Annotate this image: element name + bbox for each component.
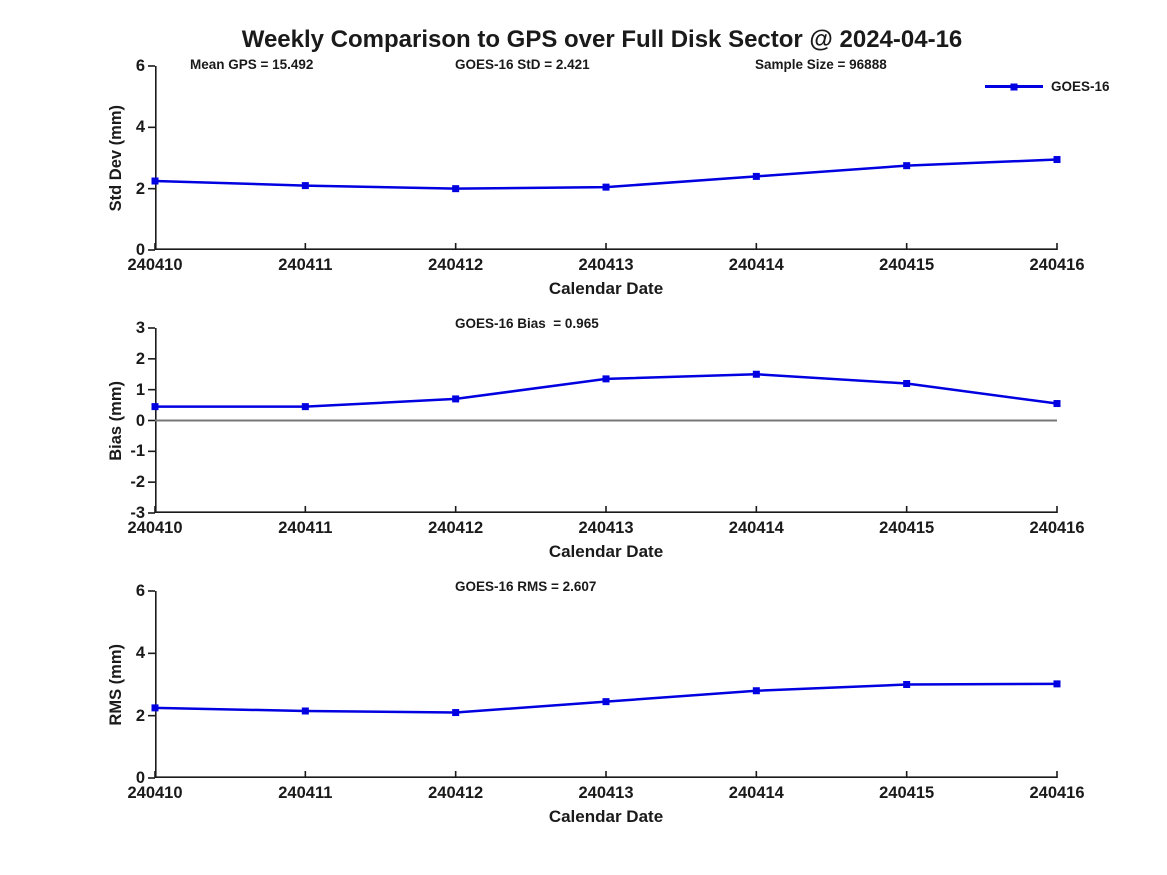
y-tick-label: 2 bbox=[135, 349, 145, 368]
x-tick-label: 240414 bbox=[728, 784, 784, 802]
y-tick-label: 2 bbox=[135, 179, 145, 198]
annotation: GOES-16 Bias = 0.965 bbox=[455, 316, 599, 331]
rms-plot-area bbox=[148, 590, 1061, 779]
stddev-x-axis-label: Calendar Date bbox=[548, 279, 664, 298]
legend: GOES-16 bbox=[985, 79, 1110, 94]
x-tick-label: 240411 bbox=[278, 784, 333, 802]
y-tick-label: -2 bbox=[130, 473, 145, 492]
x-tick-label: 240416 bbox=[1029, 784, 1085, 802]
y-tick-label: 0 bbox=[135, 241, 145, 259]
std-dev-plot-area bbox=[148, 65, 1061, 251]
y-tick-label: 6 bbox=[135, 582, 145, 600]
x-tick-label: 240414 bbox=[728, 256, 784, 274]
x-tick-label: 240415 bbox=[879, 784, 935, 802]
x-tick-label: 240412 bbox=[428, 784, 484, 802]
y-tick-label: 3 bbox=[135, 319, 145, 337]
annotation: GOES-16 StD = 2.421 bbox=[455, 57, 590, 72]
y-tick-label: 4 bbox=[135, 118, 145, 137]
legend-label: GOES-16 bbox=[1051, 79, 1110, 94]
x-tick-label: 240416 bbox=[1029, 519, 1085, 537]
x-tick-label: 240413 bbox=[578, 519, 634, 537]
x-tick-label: 240415 bbox=[879, 256, 935, 274]
y-tick-label: 1 bbox=[135, 380, 145, 399]
x-tick-label: 240413 bbox=[578, 784, 634, 802]
x-tick-label: 240416 bbox=[1029, 256, 1085, 274]
legend-marker-icon bbox=[1010, 83, 1018, 90]
annotation: GOES-16 RMS = 2.607 bbox=[455, 579, 597, 594]
legend-line-sample bbox=[985, 83, 1043, 90]
annotation: Sample Size = 96888 bbox=[755, 57, 887, 72]
x-tick-label: 240413 bbox=[578, 256, 634, 274]
x-tick-label: 240412 bbox=[428, 256, 484, 274]
y-tick-label: -1 bbox=[130, 442, 145, 461]
x-tick-label: 240411 bbox=[278, 519, 333, 537]
figure-title: Weekly Comparison to GPS over Full Disk … bbox=[241, 26, 963, 53]
bias-x-axis-label: Calendar Date bbox=[548, 542, 664, 561]
x-tick-label: 240415 bbox=[879, 519, 935, 537]
x-tick-label: 240410 bbox=[127, 519, 183, 537]
y-tick-label: 6 bbox=[135, 57, 145, 75]
y-axis-label-wrap: RMS (mm) bbox=[103, 591, 129, 778]
x-tick-label: 240410 bbox=[127, 784, 183, 802]
x-tick-label: 240410 bbox=[127, 256, 183, 274]
y-tick-label: 2 bbox=[135, 706, 145, 725]
annotation: Mean GPS = 15.492 bbox=[190, 57, 314, 72]
y-tick-label: 0 bbox=[135, 411, 145, 430]
bias-plot-area bbox=[148, 327, 1061, 514]
y-tick-label: 4 bbox=[135, 644, 145, 663]
x-tick-label: 240414 bbox=[728, 519, 784, 537]
x-tick-label: 240411 bbox=[278, 256, 333, 274]
y-tick-label: -3 bbox=[130, 504, 145, 522]
y-tick-label: 0 bbox=[135, 769, 145, 787]
x-tick-label: 240412 bbox=[428, 519, 484, 537]
rms-x-axis-label: Calendar Date bbox=[548, 807, 664, 826]
